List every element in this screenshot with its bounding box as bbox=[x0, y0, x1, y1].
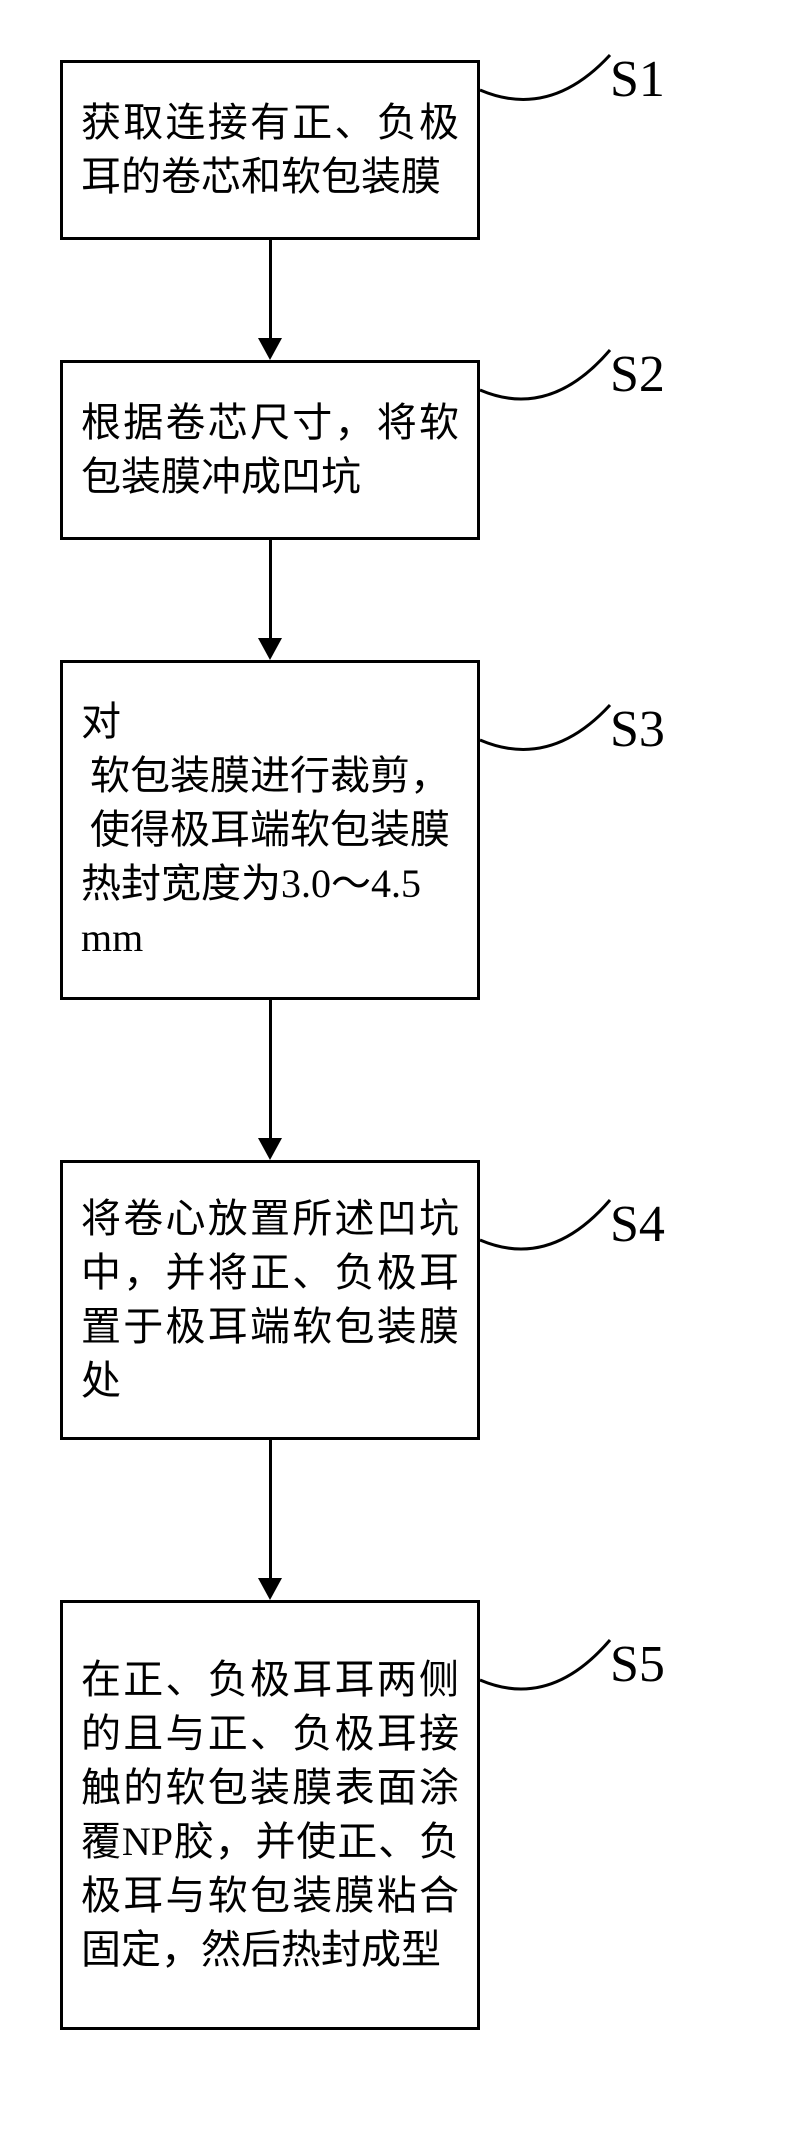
flow-node-s5-text: 在正、负极耳耳两侧的且与正、负极耳接触的软包装膜表面涂覆NP胶，并使正、负极耳与… bbox=[81, 1653, 459, 1977]
step-label-s4: S4 bbox=[610, 1195, 665, 1254]
connector-s4-s5 bbox=[269, 1440, 272, 1578]
label-curve-s4 bbox=[480, 1195, 620, 1275]
flow-node-s4: 将卷心放置所述凹坑中，并将正、负极耳置于极耳端软包装膜处 bbox=[60, 1160, 480, 1440]
step-label-s3: S3 bbox=[610, 700, 665, 759]
flow-node-s2: 根据卷芯尺寸，将软包装膜冲成凹坑 bbox=[60, 360, 480, 540]
step-label-s2: S2 bbox=[610, 345, 665, 404]
connector-arrow-s3-s4 bbox=[258, 1138, 282, 1160]
connector-arrow-s1-s2 bbox=[258, 338, 282, 360]
connector-arrow-s4-s5 bbox=[258, 1578, 282, 1600]
label-curve-s3 bbox=[480, 700, 620, 780]
flow-node-s4-text: 将卷心放置所述凹坑中，并将正、负极耳置于极耳端软包装膜处 bbox=[81, 1192, 459, 1408]
label-curve-s1 bbox=[480, 50, 620, 130]
label-curve-s2 bbox=[480, 345, 620, 425]
connector-s2-s3 bbox=[269, 540, 272, 638]
flow-node-s1: 获取连接有正、负极耳的卷芯和软包装膜 bbox=[60, 60, 480, 240]
label-curve-s5 bbox=[480, 1635, 620, 1715]
flow-node-s5: 在正、负极耳耳两侧的且与正、负极耳接触的软包装膜表面涂覆NP胶，并使正、负极耳与… bbox=[60, 1600, 480, 2030]
flow-node-s2-text: 根据卷芯尺寸，将软包装膜冲成凹坑 bbox=[81, 396, 459, 504]
step-label-s1: S1 bbox=[610, 50, 665, 109]
connector-s1-s2 bbox=[269, 240, 272, 338]
step-label-s5: S5 bbox=[610, 1635, 665, 1694]
flow-node-s3: 对 软包装膜进行裁剪，使得极耳端软包装膜热封宽度为3.0～4.5 mm bbox=[60, 660, 480, 1000]
flow-node-s1-text: 获取连接有正、负极耳的卷芯和软包装膜 bbox=[81, 96, 459, 204]
flowchart-container: 获取连接有正、负极耳的卷芯和软包装膜 S1 根据卷芯尺寸，将软包装膜冲成凹坑 S… bbox=[0, 0, 809, 2129]
connector-arrow-s2-s3 bbox=[258, 638, 282, 660]
connector-s3-s4 bbox=[269, 1000, 272, 1138]
flow-node-s3-text: 对 软包装膜进行裁剪，使得极耳端软包装膜热封宽度为3.0～4.5 mm bbox=[81, 695, 459, 965]
